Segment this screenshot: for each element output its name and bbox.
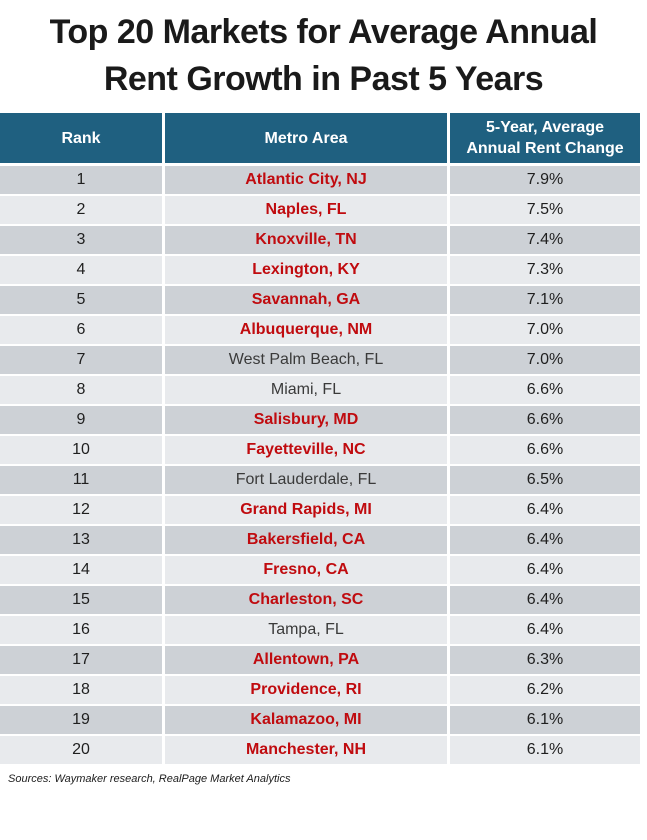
- table-header: Rank Metro Area 5-Year, Average Annual R…: [0, 113, 640, 166]
- table-row: 17 Allentown, PA 6.3%: [0, 646, 640, 676]
- table-row: 8 Miami, FL 6.6%: [0, 376, 640, 406]
- metro-cell: Lexington, KY: [165, 256, 450, 286]
- col-header-rent-change-line2: Annual Rent Change: [466, 140, 624, 157]
- page-title-line1: Top 20 Markets for Average Annual: [49, 13, 598, 51]
- metro-cell: Tampa, FL: [165, 616, 450, 646]
- rank-cell: 20: [0, 736, 165, 766]
- rank-cell: 6: [0, 316, 165, 346]
- change-cell: 7.0%: [450, 316, 640, 346]
- metro-cell: Atlantic City, NJ: [165, 166, 450, 196]
- metro-cell: Fort Lauderdale, FL: [165, 466, 450, 496]
- rank-cell: 10: [0, 436, 165, 466]
- table-row: 4 Lexington, KY 7.3%: [0, 256, 640, 286]
- table-body: 1 Atlantic City, NJ 7.9% 2 Naples, FL 7.…: [0, 166, 640, 766]
- table-row: 11 Fort Lauderdale, FL 6.5%: [0, 466, 640, 496]
- rank-cell: 17: [0, 646, 165, 676]
- metro-cell: Fayetteville, NC: [165, 436, 450, 466]
- change-cell: 6.2%: [450, 676, 640, 706]
- table-row: 14 Fresno, CA 6.4%: [0, 556, 640, 586]
- change-cell: 7.9%: [450, 166, 640, 196]
- source-note: Sources: Waymaker research, RealPage Mar…: [8, 773, 291, 785]
- table-row: 3 Knoxville, TN 7.4%: [0, 226, 640, 256]
- metro-cell: Knoxville, TN: [165, 226, 450, 256]
- change-cell: 6.4%: [450, 496, 640, 526]
- change-cell: 6.4%: [450, 556, 640, 586]
- rank-cell: 3: [0, 226, 165, 256]
- change-cell: 6.6%: [450, 376, 640, 406]
- table-row: 5 Savannah, GA 7.1%: [0, 286, 640, 316]
- table-row: 15 Charleston, SC 6.4%: [0, 586, 640, 616]
- metro-cell: Charleston, SC: [165, 586, 450, 616]
- change-cell: 7.5%: [450, 196, 640, 226]
- col-header-rank: Rank: [0, 113, 165, 166]
- rank-cell: 4: [0, 256, 165, 286]
- rank-cell: 9: [0, 406, 165, 436]
- col-header-rent-change-line1: 5-Year, Average: [485, 119, 604, 136]
- change-cell: 7.3%: [450, 256, 640, 286]
- rank-cell: 13: [0, 526, 165, 556]
- metro-cell: Naples, FL: [165, 196, 450, 226]
- change-cell: 7.0%: [450, 346, 640, 376]
- table-row: 18 Providence, RI 6.2%: [0, 676, 640, 706]
- table-row: 1 Atlantic City, NJ 7.9%: [0, 166, 640, 196]
- rank-cell: 7: [0, 346, 165, 376]
- change-cell: 6.6%: [450, 436, 640, 466]
- table-row: 2 Naples, FL 7.5%: [0, 196, 640, 226]
- rank-cell: 11: [0, 466, 165, 496]
- table-header-row: Rank Metro Area 5-Year, Average Annual R…: [0, 113, 640, 166]
- metro-cell: West Palm Beach, FL: [165, 346, 450, 376]
- change-cell: 7.4%: [450, 226, 640, 256]
- change-cell: 6.3%: [450, 646, 640, 676]
- change-cell: 6.4%: [450, 526, 640, 556]
- col-header-metro: Metro Area: [165, 113, 450, 166]
- change-cell: 6.6%: [450, 406, 640, 436]
- table-row: 6 Albuquerque, NM 7.0%: [0, 316, 640, 346]
- metro-cell: Albuquerque, NM: [165, 316, 450, 346]
- table-row: 7 West Palm Beach, FL 7.0%: [0, 346, 640, 376]
- change-cell: 6.4%: [450, 616, 640, 646]
- metro-cell: Savannah, GA: [165, 286, 450, 316]
- change-cell: 6.1%: [450, 736, 640, 766]
- table-row: 20 Manchester, NH 6.1%: [0, 736, 640, 766]
- rank-cell: 18: [0, 676, 165, 706]
- table-row: 19 Kalamazoo, MI 6.1%: [0, 706, 640, 736]
- page-title-line2: Rent Growth in Past 5 Years: [103, 60, 544, 98]
- rank-cell: 19: [0, 706, 165, 736]
- change-cell: 6.5%: [450, 466, 640, 496]
- rank-cell: 12: [0, 496, 165, 526]
- metro-cell: Miami, FL: [165, 376, 450, 406]
- rank-cell: 15: [0, 586, 165, 616]
- change-cell: 6.4%: [450, 586, 640, 616]
- table-row: 12 Grand Rapids, MI 6.4%: [0, 496, 640, 526]
- table-row: 9 Salisbury, MD 6.6%: [0, 406, 640, 436]
- change-cell: 7.1%: [450, 286, 640, 316]
- rank-cell: 8: [0, 376, 165, 406]
- rent-growth-table: Rank Metro Area 5-Year, Average Annual R…: [0, 113, 640, 766]
- metro-cell: Fresno, CA: [165, 556, 450, 586]
- rank-cell: 5: [0, 286, 165, 316]
- metro-cell: Salisbury, MD: [165, 406, 450, 436]
- rank-cell: 1: [0, 166, 165, 196]
- col-header-rent-change: 5-Year, Average Annual Rent Change: [450, 113, 640, 166]
- rank-cell: 2: [0, 196, 165, 226]
- table-row: 13 Bakersfield, CA 6.4%: [0, 526, 640, 556]
- table-row: 10 Fayetteville, NC 6.6%: [0, 436, 640, 466]
- rank-cell: 14: [0, 556, 165, 586]
- metro-cell: Allentown, PA: [165, 646, 450, 676]
- change-cell: 6.1%: [450, 706, 640, 736]
- metro-cell: Manchester, NH: [165, 736, 450, 766]
- table-row: 16 Tampa, FL 6.4%: [0, 616, 640, 646]
- metro-cell: Kalamazoo, MI: [165, 706, 450, 736]
- metro-cell: Bakersfield, CA: [165, 526, 450, 556]
- page-title: Top 20 Markets for Average Annual Rent G…: [0, 0, 647, 103]
- metro-cell: Providence, RI: [165, 676, 450, 706]
- rank-cell: 16: [0, 616, 165, 646]
- metro-cell: Grand Rapids, MI: [165, 496, 450, 526]
